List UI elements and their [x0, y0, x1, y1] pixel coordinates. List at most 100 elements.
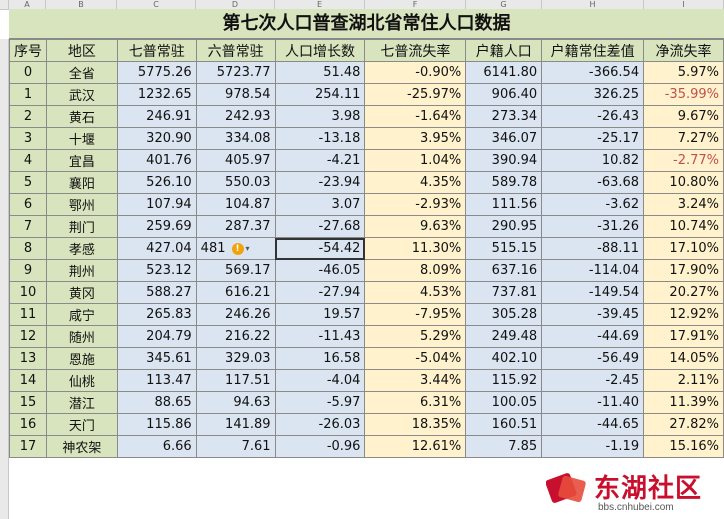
table-cell[interactable]: 117.51 — [195, 369, 276, 392]
table-cell[interactable]: 242.93 — [195, 105, 276, 128]
table-cell[interactable]: 329.03 — [195, 347, 276, 370]
table-cell[interactable]: 115.86 — [116, 413, 197, 436]
sheet-title[interactable]: 第七次人口普查湖北省常住人口数据 — [9, 9, 724, 39]
table-cell[interactable]: 481! ▾ — [195, 237, 276, 260]
table-cell[interactable]: -35.99% — [643, 83, 724, 106]
header-cell[interactable]: 序号 — [9, 39, 47, 62]
table-cell[interactable]: 恩施 — [46, 347, 118, 370]
table-cell[interactable]: 襄阳 — [46, 171, 118, 194]
table-cell[interactable]: 11 — [9, 303, 47, 326]
table-cell[interactable]: 906.40 — [465, 83, 543, 106]
population-table[interactable]: 序号 地区 七普常驻 六普常驻 人口增长数 七普流失率 户籍人口 户籍常住差值 净流失率 0 全省 5… — [9, 39, 724, 458]
table-cell[interactable]: -1.19 — [541, 435, 645, 458]
table-cell[interactable]: 10.80% — [643, 171, 724, 194]
table-cell[interactable]: 17.91% — [643, 325, 724, 348]
table-cell[interactable]: -149.54 — [541, 281, 645, 304]
table-cell[interactable]: 3 — [9, 127, 47, 150]
table-cell[interactable]: 14 — [9, 369, 47, 392]
table-cell[interactable]: 94.63 — [195, 391, 276, 414]
table-cell[interactable]: 孝感 — [46, 237, 118, 260]
table-cell[interactable]: 19.57 — [274, 303, 366, 326]
table-cell[interactable]: 黄冈 — [46, 281, 118, 304]
table-cell[interactable]: 515.15 — [465, 237, 543, 260]
table-cell[interactable]: 12.61% — [364, 435, 467, 458]
table-cell[interactable]: 334.08 — [195, 127, 276, 150]
table-cell[interactable]: 249.48 — [465, 325, 543, 348]
table-cell[interactable]: 113.47 — [116, 369, 197, 392]
table-cell[interactable]: -0.90% — [364, 61, 467, 84]
table-cell[interactable]: -46.05 — [274, 259, 366, 282]
table-cell[interactable]: -26.43 — [541, 105, 645, 128]
table-cell[interactable]: 405.97 — [195, 149, 276, 172]
header-cell[interactable]: 人口增长数 — [274, 39, 366, 62]
table-cell[interactable]: 20.27% — [643, 281, 724, 304]
table-cell[interactable]: 咸宁 — [46, 303, 118, 326]
table-cell[interactable]: 7.61 — [195, 435, 276, 458]
table-cell[interactable]: -4.21 — [274, 149, 366, 172]
table-cell[interactable]: 17.10% — [643, 237, 724, 260]
table-cell[interactable]: 8.09% — [364, 259, 467, 282]
table-cell[interactable]: 5.97% — [643, 61, 724, 84]
table-cell[interactable]: 526.10 — [116, 171, 197, 194]
table-cell[interactable]: 737.81 — [465, 281, 543, 304]
table-cell[interactable]: 588.27 — [116, 281, 197, 304]
table-cell[interactable]: 7.27% — [643, 127, 724, 150]
table-cell[interactable]: 569.17 — [195, 259, 276, 282]
table-cell[interactable]: -366.54 — [541, 61, 645, 84]
table-cell[interactable]: 550.03 — [195, 171, 276, 194]
table-cell[interactable]: 589.78 — [465, 171, 543, 194]
table-cell[interactable]: 107.94 — [116, 193, 197, 216]
table-cell[interactable]: 18.35% — [364, 413, 467, 436]
column-letter-b[interactable]: B — [46, 0, 117, 9]
table-cell[interactable]: -63.68 — [541, 171, 645, 194]
table-cell[interactable]: -3.62 — [541, 193, 645, 216]
table-cell[interactable]: 13 — [9, 347, 47, 370]
table-cell[interactable]: 9.67% — [643, 105, 724, 128]
table-cell[interactable]: 523.12 — [116, 259, 197, 282]
table-cell[interactable]: 273.34 — [465, 105, 543, 128]
table-cell[interactable]: 鄂州 — [46, 193, 118, 216]
table-cell[interactable]: -54.42 — [274, 237, 366, 260]
table-cell[interactable]: 神农架 — [46, 435, 118, 458]
table-cell[interactable]: 4 — [9, 149, 47, 172]
table-cell[interactable]: -13.18 — [274, 127, 366, 150]
table-cell[interactable]: 14.05% — [643, 347, 724, 370]
select-all-corner[interactable] — [0, 0, 9, 9]
table-cell[interactable]: 宜昌 — [46, 149, 118, 172]
table-cell[interactable]: 16.58 — [274, 347, 366, 370]
table-cell[interactable]: 全省 — [46, 61, 118, 84]
table-cell[interactable]: 320.90 — [116, 127, 197, 150]
table-cell[interactable]: 6.31% — [364, 391, 467, 414]
table-cell[interactable]: 黄石 — [46, 105, 118, 128]
column-letter-c[interactable]: C — [117, 0, 196, 9]
table-cell[interactable]: 仙桃 — [46, 369, 118, 392]
table-cell[interactable]: -44.69 — [541, 325, 645, 348]
column-letter-f[interactable]: F — [365, 0, 466, 9]
table-cell[interactable]: -88.11 — [541, 237, 645, 260]
table-cell[interactable]: -2.45 — [541, 369, 645, 392]
table-cell[interactable]: -31.26 — [541, 215, 645, 238]
table-cell[interactable]: -56.49 — [541, 347, 645, 370]
table-cell[interactable]: 27.82% — [643, 413, 724, 436]
column-letter-g[interactable]: G — [466, 0, 542, 9]
table-cell[interactable]: 10.74% — [643, 215, 724, 238]
table-cell[interactable]: 3.98 — [274, 105, 366, 128]
table-cell[interactable]: 305.28 — [465, 303, 543, 326]
table-cell[interactable]: 204.79 — [116, 325, 197, 348]
column-letter-a[interactable]: A — [9, 0, 46, 9]
table-cell[interactable]: -44.65 — [541, 413, 645, 436]
table-cell[interactable]: 402.10 — [465, 347, 543, 370]
table-cell[interactable]: 4.53% — [364, 281, 467, 304]
table-cell[interactable]: -26.03 — [274, 413, 366, 436]
table-cell[interactable]: 6 — [9, 193, 47, 216]
table-cell[interactable]: 武汉 — [46, 83, 118, 106]
table-cell[interactable]: 160.51 — [465, 413, 543, 436]
table-cell[interactable]: 1.04% — [364, 149, 467, 172]
table-cell[interactable]: -39.45 — [541, 303, 645, 326]
table-cell[interactable]: 15.16% — [643, 435, 724, 458]
table-cell[interactable]: 12.92% — [643, 303, 724, 326]
table-cell[interactable]: 10 — [9, 281, 47, 304]
table-cell[interactable]: -11.40 — [541, 391, 645, 414]
table-cell[interactable]: 荆门 — [46, 215, 118, 238]
table-cell[interactable]: -23.94 — [274, 171, 366, 194]
